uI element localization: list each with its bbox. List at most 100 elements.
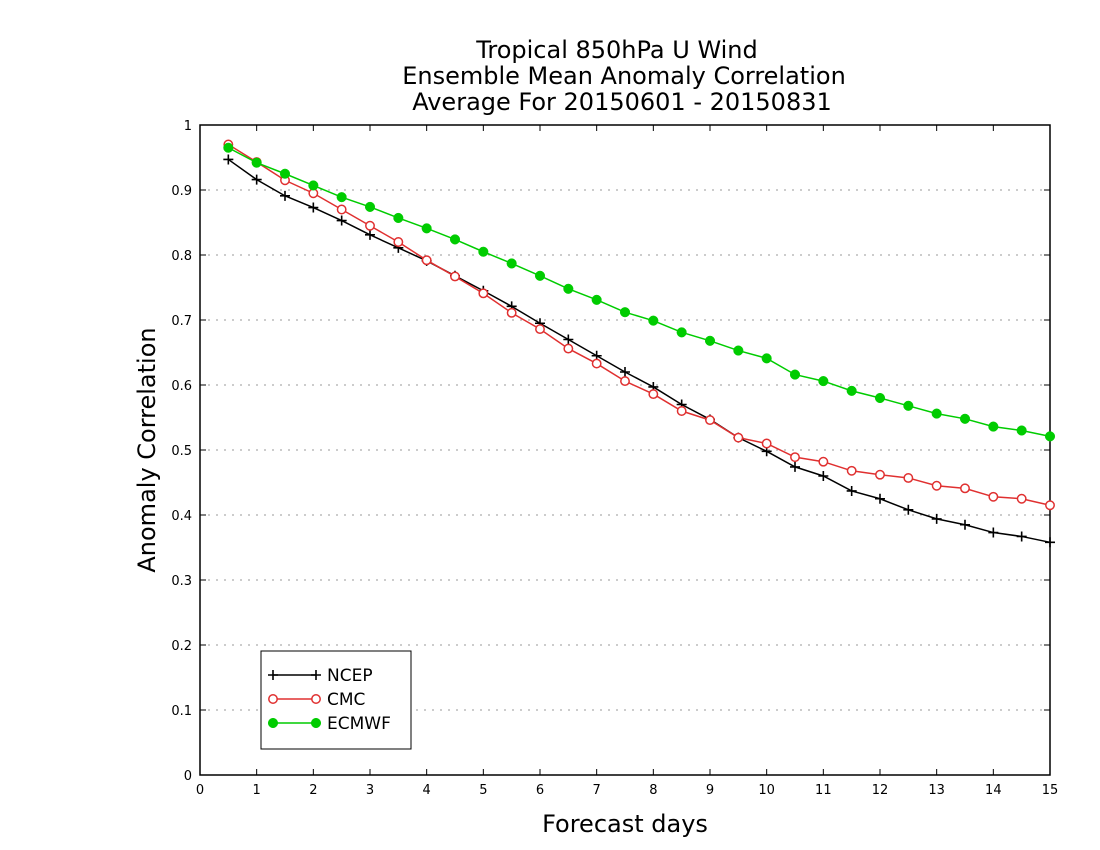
series-layer [223,139,1056,548]
data-point-ncep [988,527,999,538]
data-point-ecmwf [846,385,857,396]
legend-marker-cmc [268,694,278,704]
data-point-ecmwf [251,157,262,168]
chart-title: Tropical 850hPa U Wind Ensemble Mean Ano… [402,36,846,116]
data-point-ecmwf [733,345,744,356]
data-point-ncep [223,154,234,165]
data-point-cmc [761,438,772,449]
data-point-cmc [846,465,857,476]
legend-box [260,650,412,750]
data-point-ncep [960,519,970,530]
data-point-ncep [931,513,942,524]
data-point-ecmwf [1016,425,1027,436]
x-tick-label: 15 [1042,783,1059,798]
x-tick-label: 10 [758,783,775,798]
data-point-cmc [393,237,404,247]
data-point-ecmwf [676,327,687,338]
data-point-ncep [818,471,829,481]
x-tick-label: 7 [593,783,601,798]
x-tick-label: 1 [253,783,261,798]
chart-title-line-2: Ensemble Mean Anomaly Correlation [402,62,846,90]
data-point-ecmwf [336,192,347,203]
legend-label-ncep: NCEP [327,666,373,686]
data-point-cmc [620,376,630,387]
data-point-ecmwf [619,307,631,318]
data-point-ncep [563,334,574,345]
x-tick-label: 12 [872,783,889,798]
data-point-ecmwf [761,353,772,364]
x-tick-label: 9 [706,783,714,798]
legend-marker-ecmwf [310,717,322,729]
data-point-ncep [903,504,914,515]
y-tick-label: 0.1 [171,704,192,719]
data-point-ncep [251,174,262,185]
x-axis-label: Forecast days [542,810,708,838]
data-point-cmc [563,343,574,354]
y-tick-label: 0.5 [171,444,192,459]
legend-marker-cmc [311,694,321,704]
data-point-ecmwf [506,258,517,269]
data-point-cmc [790,452,800,463]
data-point-ncep [790,461,800,472]
data-point-cmc [676,406,687,416]
data-point-ecmwf [1044,431,1056,442]
data-point-ecmwf [648,315,659,326]
y-tick-label: 0.2 [171,639,192,654]
x-tick-label: 0 [196,783,204,798]
data-point-ecmwf [449,234,461,245]
chart-title-line-1: Tropical 850hPa U Wind [475,36,758,64]
data-point-ecmwf [478,246,489,257]
data-point-cmc [648,389,659,400]
data-point-cmc [421,255,432,266]
x-tick-label: 8 [649,783,657,798]
data-point-cmc [1016,493,1027,504]
data-point-ecmwf [818,376,829,387]
data-point-cmc [365,220,375,231]
data-point-cmc [988,491,999,502]
data-point-cmc [591,358,602,369]
y-tick-label: 0 [184,769,192,784]
data-point-ecmwf [421,223,432,234]
data-point-cmc [1045,500,1055,511]
legend-marker-ncep [268,670,278,680]
data-point-ecmwf [279,168,291,179]
y-tick-label: 0.6 [171,379,192,394]
y-tick-label: 1 [184,119,192,134]
data-point-ecmwf [789,369,801,380]
y-axis-label: Anomaly Correlation [133,327,161,572]
x-tick-label: 2 [309,783,317,798]
chart-title-line-3: Average For 20150601 - 20150831 [412,88,832,116]
data-point-ncep [1045,537,1055,548]
data-point-ecmwf [874,392,886,404]
x-tick-label: 6 [536,783,544,798]
data-point-cmc [336,204,347,215]
data-point-ncep [620,367,630,377]
legend-marker-ncep [311,670,321,680]
x-tick-label: 3 [366,783,374,798]
legend-label-cmc: CMC [327,690,365,710]
data-point-ecmwf [393,212,404,223]
data-point-ecmwf [704,335,716,346]
data-point-ecmwf [931,408,942,419]
plot-frame [199,124,1051,776]
data-point-ecmwf [364,201,376,212]
y-tick-label: 0.9 [171,184,192,199]
data-point-cmc [733,432,744,443]
data-point-cmc [535,324,545,335]
axis-ticks: 00.10.20.30.40.50.60.70.80.910 1 2 3 4 5 6 7 8 9 1… [171,119,1058,798]
data-point-ncep [846,485,857,496]
data-point-ncep [336,215,347,226]
y-tick-label: 0.7 [171,314,192,329]
data-point-cmc [903,473,914,483]
x-tick-label: 14 [985,783,1002,798]
data-point-ncep [875,493,885,504]
data-point-ncep [280,190,290,201]
series-cmc [223,139,1055,511]
data-point-ncep [365,229,375,240]
data-point-cmc [705,415,715,426]
data-point-ecmwf [959,413,971,424]
y-tick-label: 0.3 [171,574,192,589]
x-tick-label: 11 [815,783,832,798]
series-ecmwf [223,142,1056,442]
series-line-ncep [227,158,1051,544]
